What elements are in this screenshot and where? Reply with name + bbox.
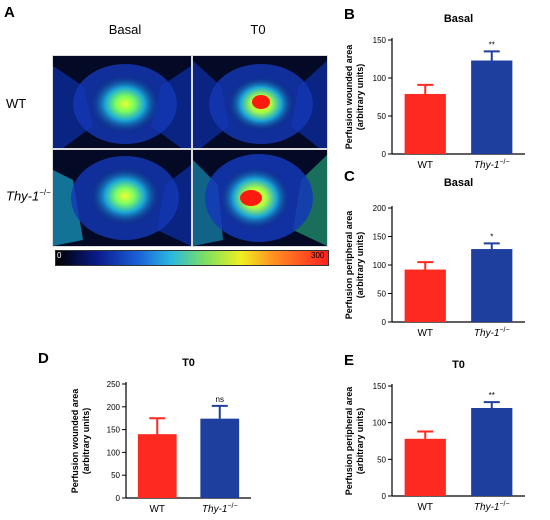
y-tick-label: 100 <box>373 419 387 428</box>
y-tick-label: 50 <box>377 455 386 464</box>
significance-label: ns <box>216 395 224 404</box>
chart-b: Basal Perfusion wounded area (arbitrary un… <box>344 13 525 171</box>
bar-thy1 <box>471 249 513 322</box>
scale-min-label: 0 <box>57 251 62 260</box>
y-tick-label: 100 <box>373 261 387 270</box>
row-label-thy1: Thy-1−/− <box>6 188 51 204</box>
y-tick-label: 50 <box>377 112 386 121</box>
y-tick-label: 150 <box>373 382 387 391</box>
panel-letter-b: B <box>344 6 355 23</box>
perfusion-image-thy1-t0 <box>192 149 328 247</box>
bar-thy1 <box>471 60 513 154</box>
significance-label: ** <box>489 40 495 49</box>
bar-wt <box>404 438 446 496</box>
y-tick-label: 150 <box>107 426 121 435</box>
y-axis-label: Perfusion wounded area <box>344 44 354 150</box>
chart-title: T0 <box>452 359 465 371</box>
x-tick-label: Thy-1−/− <box>202 503 238 515</box>
chart-c: Basal Perfusion peripheral area (arbitrary… <box>344 177 525 339</box>
perfusion-image-wt-t0 <box>192 55 328 149</box>
x-tick-label: WT <box>417 328 433 339</box>
x-tick-label: WT <box>149 504 165 515</box>
y-axis-label: Perfusion peripheral area <box>344 210 354 320</box>
chart-e: T0 Perfusion peripheral area (arbitrary un… <box>344 359 525 513</box>
bar-wt <box>137 434 177 498</box>
y-tick-label: 200 <box>373 204 387 213</box>
scale-max-label: 300 <box>311 251 325 260</box>
y-axis-label: Perfusion wounded area <box>70 388 80 494</box>
y-axis-label: (arbitrary units) <box>81 408 91 475</box>
y-tick-label: 100 <box>373 74 387 83</box>
x-tick-label: Thy-1−/− <box>474 159 510 171</box>
y-tick-label: 0 <box>382 492 387 501</box>
column-label-basal: Basal <box>108 22 142 37</box>
significance-label: * <box>490 232 493 241</box>
y-tick-label: 50 <box>377 290 386 299</box>
bar-thy1 <box>471 408 513 496</box>
panel-letter-e: E <box>344 352 355 369</box>
y-tick-label: 0 <box>382 318 387 327</box>
chart-d: T0 Perfusion wounded area (arbitrary units… <box>70 357 251 515</box>
y-tick-label: 0 <box>116 494 121 503</box>
chart-title: Basal <box>444 13 473 25</box>
y-tick-label: 250 <box>107 380 121 389</box>
panel-letter-d: D <box>38 350 49 367</box>
x-tick-label: Thy-1−/− <box>474 501 510 513</box>
y-tick-label: 150 <box>373 36 387 45</box>
x-tick-label: WT <box>417 160 433 171</box>
column-label-t0: T0 <box>250 22 266 37</box>
row-label-wt: WT <box>6 96 27 111</box>
panel-letter-a: A <box>4 4 15 21</box>
bar-thy1 <box>200 418 240 498</box>
y-tick-label: 100 <box>107 448 121 457</box>
y-tick-label: 200 <box>107 403 121 412</box>
color-scale-bar <box>55 250 329 266</box>
perfusion-image-thy1-basal <box>52 149 192 247</box>
significance-label: ** <box>489 391 495 400</box>
x-tick-label: WT <box>417 502 433 513</box>
y-axis-label: (arbitrary units) <box>355 232 365 299</box>
perfusion-image-wt-basal <box>52 55 192 149</box>
y-tick-label: 50 <box>111 471 120 480</box>
panel-letter-c: C <box>344 168 355 185</box>
chart-title: T0 <box>182 357 195 369</box>
y-axis-label: (arbitrary units) <box>355 408 365 475</box>
y-tick-label: 150 <box>373 233 387 242</box>
chart-title: Basal <box>444 177 473 189</box>
y-axis-label: Perfusion peripheral area <box>344 386 354 496</box>
bar-wt <box>404 93 446 154</box>
y-axis-label: (arbitrary units) <box>355 64 365 131</box>
bar-wt <box>404 269 446 322</box>
x-tick-label: Thy-1−/− <box>474 327 510 339</box>
y-tick-label: 0 <box>382 150 387 159</box>
